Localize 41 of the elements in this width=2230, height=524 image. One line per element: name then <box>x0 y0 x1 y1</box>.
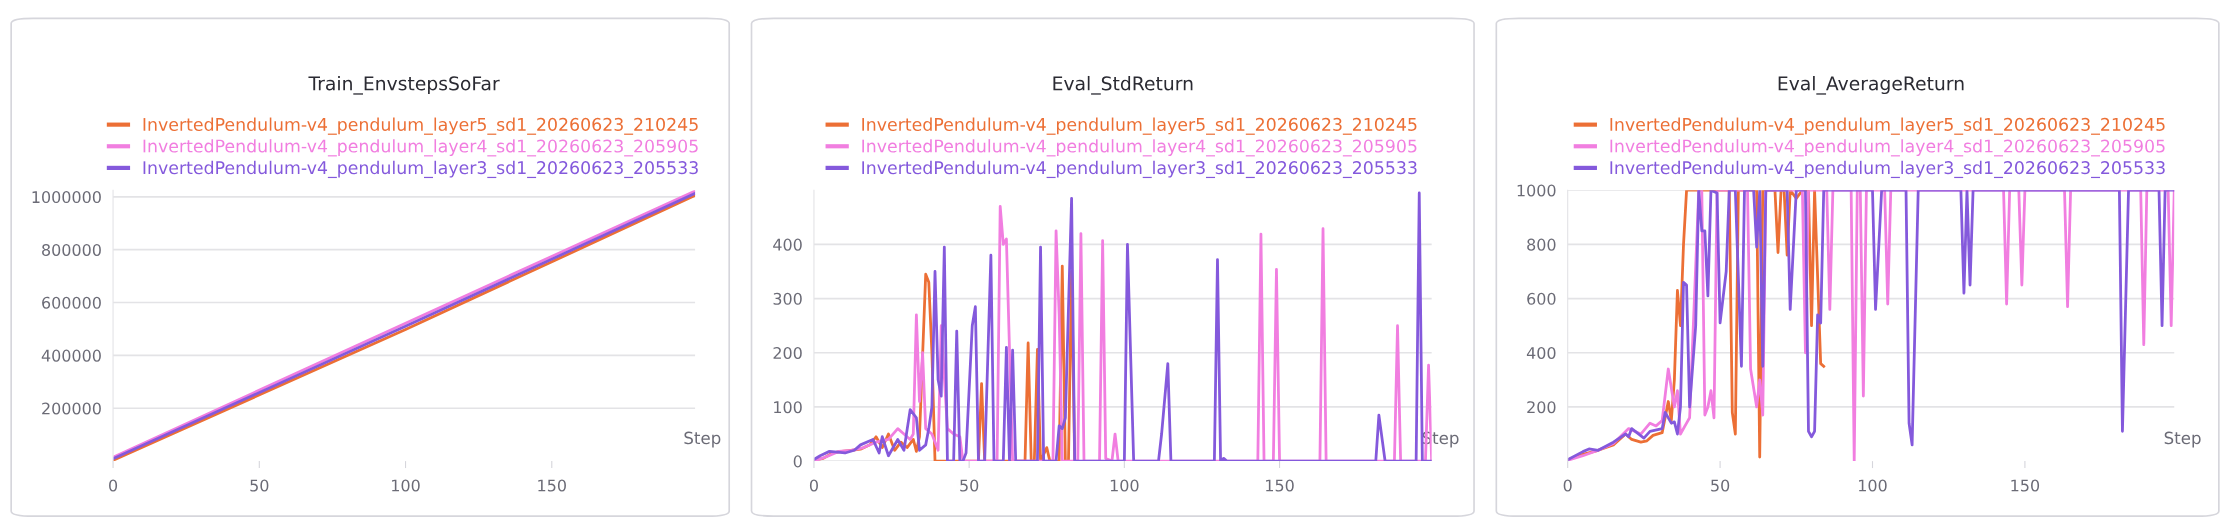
legend-label: InvertedPendulum-v4_pendulum_layer4_sd1_20260623_205905 <box>1610 139 2165 157</box>
y-tick-label: 1000 <box>1517 184 1556 197</box>
y-tick-label: 200 <box>1527 401 1556 414</box>
x-tick-label: 0 <box>809 479 818 492</box>
y-tick-label: 0 <box>793 455 802 468</box>
y-tick-label: 100 <box>774 401 802 414</box>
x-tick-label: 50 <box>250 479 269 492</box>
y-tick-label: 800 <box>1527 238 1556 251</box>
legend-label: InvertedPendulum-v4_pendulum_layer5_sd1_20260623_210245 <box>1610 117 2165 135</box>
y-tick-label: 300 <box>773 292 802 305</box>
x-tick-label: 100 <box>1859 479 1887 492</box>
x-tick-label: 150 <box>1266 479 1294 492</box>
x-axis-title: Step <box>684 431 721 448</box>
x-tick-label: 100 <box>1110 479 1139 492</box>
y-tick-label: 200 <box>773 346 802 360</box>
x-tick-label: 150 <box>2011 479 2040 492</box>
y-tick-label: 200000 <box>42 402 101 415</box>
y-tick-label: 600 <box>1527 292 1556 305</box>
y-tick-label: 400000 <box>41 349 101 362</box>
y-tick-label: 1000000 <box>32 191 101 204</box>
x-tick-label: 50 <box>1711 479 1730 492</box>
x-tick-label: 50 <box>960 479 979 492</box>
x-axis-title: Step <box>2164 431 2201 448</box>
legend-label: InvertedPendulum-v4_pendulum_layer3_sd1_20260623_205533 <box>143 160 698 179</box>
y-tick-label: 400 <box>1526 346 1556 360</box>
legend-label: InvertedPendulum-v4_pendulum_layer4_sd1_20260623_205905 <box>143 139 698 157</box>
x-tick-label: 150 <box>538 479 566 492</box>
legend-label: InvertedPendulum-v4_pendulum_layer3_sd1_20260623_205533 <box>1610 160 2165 179</box>
x-tick-label: 100 <box>392 479 420 492</box>
legend-label: InvertedPendulum-v4_pendulum_layer4_sd1_20260623_205905 <box>862 139 1417 157</box>
chart-title: Eval_StdReturn <box>1053 75 1193 95</box>
y-tick-label: 600000 <box>42 296 101 309</box>
legend-label: InvertedPendulum-v4_pendulum_layer3_sd1_20260623_205533 <box>862 160 1417 179</box>
chart-title: Train_EnvstepsSoFar <box>308 75 500 95</box>
x-tick-label: 0 <box>1563 479 1572 492</box>
legend-label: InvertedPendulum-v4_pendulum_layer5_sd1_20260623_210245 <box>143 117 698 135</box>
x-tick-label: 0 <box>109 479 118 492</box>
chart-title: Eval_AverageReturn <box>1778 75 1964 95</box>
legend-label: InvertedPendulum-v4_pendulum_layer5_sd1_20260623_210245 <box>862 117 1417 135</box>
y-tick-label: 800000 <box>42 243 101 256</box>
y-tick-label: 400 <box>773 238 802 251</box>
